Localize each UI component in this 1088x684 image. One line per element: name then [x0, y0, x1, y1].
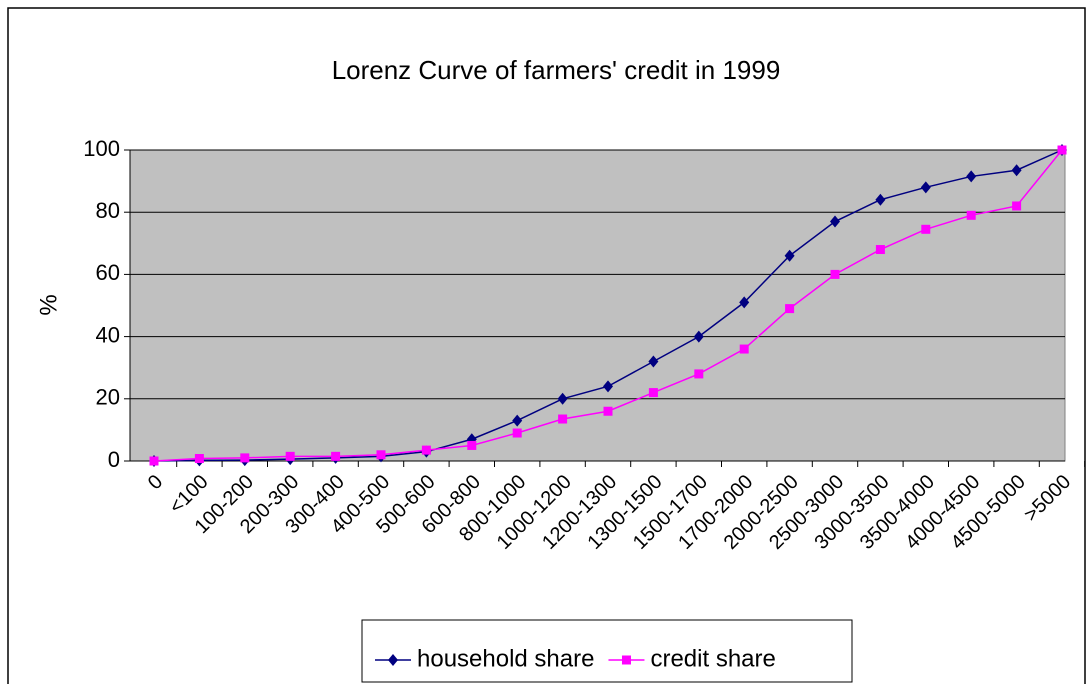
data-point — [966, 210, 976, 220]
data-point — [966, 170, 977, 183]
chart-title: Lorenz Curve of farmers' credit in 1999 — [332, 55, 781, 85]
y-tick-label: 100 — [83, 136, 120, 161]
data-point — [194, 454, 204, 464]
data-point — [830, 269, 840, 279]
data-point — [149, 456, 159, 466]
data-point — [875, 245, 885, 255]
legend-marker — [388, 654, 398, 666]
data-point — [512, 414, 523, 427]
data-point — [921, 224, 931, 234]
y-tick-label: 60 — [96, 260, 120, 285]
y-tick-label: 20 — [96, 385, 120, 410]
y-axis-label: % — [35, 294, 62, 315]
plot-area — [129, 149, 1066, 462]
y-tick-label: 40 — [96, 322, 120, 347]
data-point — [1011, 164, 1022, 177]
data-point — [557, 392, 568, 405]
data-point — [693, 330, 704, 343]
data-point — [648, 388, 658, 398]
data-point — [739, 296, 750, 309]
data-point — [648, 355, 659, 368]
y-tick-label: 0 — [108, 447, 120, 472]
data-point — [830, 215, 840, 228]
data-point — [1012, 201, 1022, 211]
data-point — [512, 428, 522, 438]
legend-label: credit share — [650, 645, 775, 672]
data-point — [603, 380, 613, 393]
legend-box — [361, 619, 853, 683]
data-point — [421, 445, 431, 455]
data-point — [739, 344, 749, 354]
data-point — [467, 440, 477, 450]
legend-label: household share — [417, 645, 594, 672]
data-point — [603, 406, 613, 416]
data-point — [875, 193, 886, 206]
data-point — [785, 304, 795, 314]
data-point — [920, 181, 931, 194]
y-tick-label: 80 — [96, 198, 120, 223]
data-point — [558, 414, 568, 424]
data-point — [285, 451, 295, 461]
data-point — [1057, 145, 1067, 155]
data-point — [240, 453, 250, 463]
data-point — [331, 451, 341, 461]
legend-marker — [621, 655, 631, 665]
data-point — [376, 450, 386, 460]
data-point — [784, 249, 795, 262]
data-point — [694, 369, 704, 379]
